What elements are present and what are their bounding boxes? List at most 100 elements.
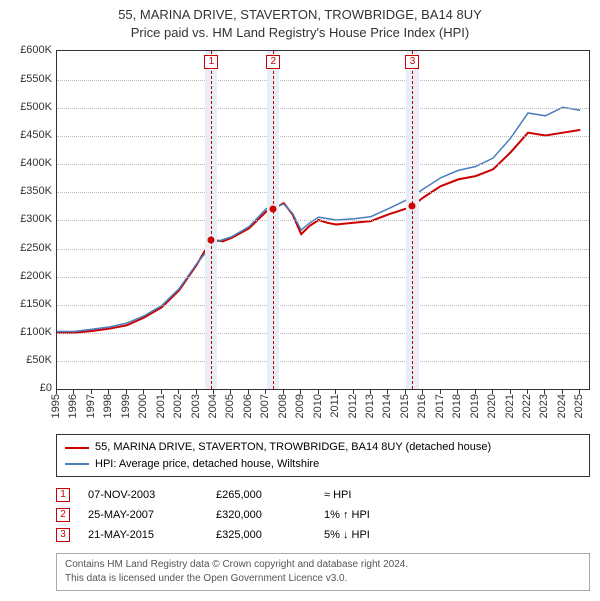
x-tick-label: 1997: [85, 394, 97, 418]
gridline-h: [57, 108, 589, 109]
x-tick-label: 2019: [469, 394, 481, 418]
x-tick-label: 2023: [538, 394, 550, 418]
y-tick-label: £300K: [20, 213, 52, 225]
sale-dot: [409, 203, 416, 210]
title-line-2: Price paid vs. HM Land Registry's House …: [10, 24, 590, 42]
x-tick-label: 2001: [155, 394, 167, 418]
footer: Contains HM Land Registry data © Crown c…: [56, 553, 590, 591]
legend-row: HPI: Average price, detached house, Wilt…: [65, 456, 581, 473]
y-tick-label: £350K: [20, 185, 52, 197]
sale-dash: [412, 51, 413, 389]
sale-marker: 2: [266, 55, 280, 69]
x-axis: 1995199619971998199920002001200220032004…: [56, 390, 590, 430]
y-tick-label: £100K: [20, 326, 52, 338]
sale-price: £320,000: [216, 509, 306, 521]
x-tick-label: 2011: [329, 394, 341, 418]
legend-swatch: [65, 447, 89, 449]
x-tick-label: 2002: [172, 394, 184, 418]
x-tick-label: 2010: [312, 394, 324, 418]
y-tick-label: £500K: [20, 101, 52, 113]
x-tick-label: 1998: [102, 394, 114, 418]
x-tick-label: 2014: [381, 394, 393, 418]
x-tick-label: 2004: [207, 394, 219, 418]
y-tick-label: £450K: [20, 129, 52, 141]
sale-price: £265,000: [216, 489, 306, 501]
x-tick-label: 2021: [504, 394, 516, 418]
sale-row: 3 21-MAY-2015 £325,000 5% ↓ HPI: [56, 525, 590, 545]
sale-marker: 3: [405, 55, 419, 69]
sale-row-marker: 1: [56, 488, 70, 502]
x-tick-label: 1996: [67, 394, 79, 418]
sale-hpi: 1% ↑ HPI: [324, 509, 370, 521]
sale-hpi: 5% ↓ HPI: [324, 529, 370, 541]
sale-date: 07-NOV-2003: [88, 489, 198, 501]
sale-row: 1 07-NOV-2003 £265,000 ≈ HPI: [56, 485, 590, 505]
y-tick-label: £250K: [20, 242, 52, 254]
x-tick-label: 1995: [50, 394, 62, 418]
plot: 1 2 3: [56, 50, 590, 390]
x-tick-label: 2012: [347, 394, 359, 418]
sale-dot: [208, 237, 215, 244]
y-tick-label: £550K: [20, 73, 52, 85]
x-tick-label: 2003: [190, 394, 202, 418]
sale-dash: [273, 51, 274, 389]
sales-table: 1 07-NOV-2003 £265,000 ≈ HPI 2 25-MAY-2007 £32…: [56, 485, 590, 545]
gridline-h: [57, 361, 589, 362]
gridline-h: [57, 80, 589, 81]
chart-container: 55, MARINA DRIVE, STAVERTON, TROWBRIDGE,…: [0, 0, 600, 601]
x-tick-label: 2017: [434, 394, 446, 418]
sale-price: £325,000: [216, 529, 306, 541]
sale-date: 25-MAY-2007: [88, 509, 198, 521]
x-tick-label: 2015: [399, 394, 411, 418]
y-tick-label: £50K: [26, 354, 52, 366]
x-tick-label: 2016: [416, 394, 428, 418]
y-tick-label: £0: [40, 382, 52, 394]
x-tick-label: 2008: [277, 394, 289, 418]
x-tick-label: 2024: [556, 394, 568, 418]
y-tick-label: £400K: [20, 157, 52, 169]
x-tick-label: 2005: [224, 394, 236, 418]
title-line-1: 55, MARINA DRIVE, STAVERTON, TROWBRIDGE,…: [10, 6, 590, 24]
x-tick-label: 2006: [242, 394, 254, 418]
legend-label: HPI: Average price, detached house, Wilt…: [95, 456, 319, 473]
x-tick-label: 2009: [294, 394, 306, 418]
gridline-h: [57, 277, 589, 278]
title-block: 55, MARINA DRIVE, STAVERTON, TROWBRIDGE,…: [10, 6, 590, 42]
gridline-h: [57, 249, 589, 250]
x-tick-label: 2000: [137, 394, 149, 418]
legend-swatch: [65, 463, 89, 465]
gridline-h: [57, 136, 589, 137]
gridline-h: [57, 333, 589, 334]
legend-label: 55, MARINA DRIVE, STAVERTON, TROWBRIDGE,…: [95, 439, 491, 456]
y-tick-label: £200K: [20, 270, 52, 282]
x-tick-label: 2025: [573, 394, 585, 418]
plot-wrap: 123 199519961997199819992000200120022003…: [56, 50, 590, 430]
sale-row-marker: 2: [56, 508, 70, 522]
y-tick-label: £600K: [20, 44, 52, 56]
chart-area: £0 £50K £100K £150K £200K £250K £300K £350K £400…: [10, 50, 590, 430]
sale-date: 21-MAY-2015: [88, 529, 198, 541]
sale-marker: 1: [204, 55, 218, 69]
legend-row: 55, MARINA DRIVE, STAVERTON, TROWBRIDGE,…: [65, 439, 581, 456]
x-tick-label: 2018: [451, 394, 463, 418]
sale-dot: [270, 206, 277, 213]
series-price_paid: [57, 130, 580, 333]
gridline-h: [57, 164, 589, 165]
x-tick-label: 2022: [521, 394, 533, 418]
gridline-h: [57, 192, 589, 193]
legend: 55, MARINA DRIVE, STAVERTON, TROWBRIDGE,…: [56, 434, 590, 477]
sale-dash: [211, 51, 212, 389]
y-axis: £0£50K£100K£150K£200K£250K£300K£350K£400…: [10, 50, 56, 390]
x-tick-label: 2013: [364, 394, 376, 418]
sale-row: 2 25-MAY-2007 £320,000 1% ↑ HPI: [56, 505, 590, 525]
y-tick-label: £150K: [20, 298, 52, 310]
sale-row-marker: 3: [56, 528, 70, 542]
gridline-h: [57, 220, 589, 221]
x-tick-label: 1999: [120, 394, 132, 418]
footer-line-2: This data is licensed under the Open Gov…: [65, 572, 581, 586]
gridline-h: [57, 305, 589, 306]
footer-line-1: Contains HM Land Registry data © Crown c…: [65, 558, 581, 572]
x-tick-label: 2020: [486, 394, 498, 418]
x-tick-label: 2007: [259, 394, 271, 418]
sale-hpi: ≈ HPI: [324, 489, 351, 501]
